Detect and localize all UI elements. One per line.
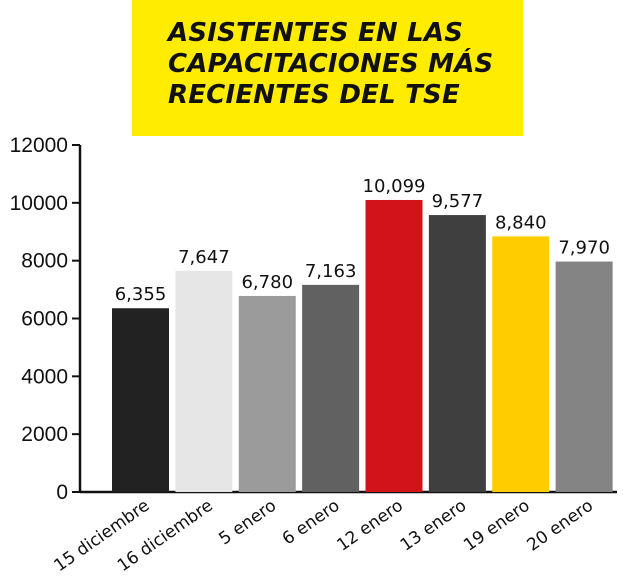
x-category-label: 13 enero (397, 496, 471, 556)
x-category-label: 5 enero (215, 496, 280, 550)
x-category-label: 19 enero (460, 496, 534, 556)
bar (428, 215, 486, 493)
bar-value-label: 7,970 (558, 238, 610, 259)
bar (365, 199, 423, 492)
x-category-label: 20 enero (523, 496, 597, 556)
bar (555, 261, 613, 492)
bar (238, 295, 296, 492)
bars (112, 199, 613, 493)
value-labels: 6,355 7,647 6,780 7,163 10,099 9,577 8,840 7,97… (115, 176, 610, 305)
y-tick-label: 10000 (10, 192, 68, 215)
y-tick-label: 6000 (21, 308, 68, 331)
y-tick-label: 2000 (21, 423, 68, 446)
bar-value-label: 9,577 (432, 191, 484, 212)
x-category-label: 12 enero (333, 496, 407, 556)
bar-value-label: 8,840 (495, 212, 547, 233)
bar (302, 284, 360, 492)
bar-value-label: 10,099 (363, 176, 426, 197)
y-tick-label: 8000 (21, 250, 68, 273)
y-tick-label: 12000 (10, 134, 68, 157)
chart-title: ASISTENTES EN LAS CAPACITACIONES MÁS REC… (168, 18, 494, 110)
bar-value-label: 6,355 (115, 284, 167, 305)
bar-value-label: 6,780 (241, 272, 293, 293)
y-tick-label: 0 (56, 481, 68, 504)
title-banner: ASISTENTES EN LAS CAPACITACIONES MÁS REC… (132, 0, 523, 136)
bar-value-label: 7,163 (305, 261, 357, 282)
bar (175, 270, 233, 492)
bar (492, 236, 550, 492)
y-tick-label: 4000 (21, 365, 68, 388)
bar (112, 308, 169, 492)
bar-value-label: 7,647 (178, 247, 230, 268)
